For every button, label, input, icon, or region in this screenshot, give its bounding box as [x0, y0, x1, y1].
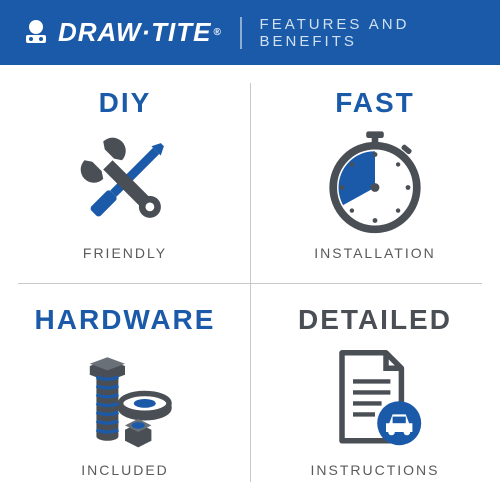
feature-cell-hardware: HARDWARE INCLUDED — [0, 283, 250, 500]
document-car-icon — [320, 344, 430, 454]
cell-subtitle: INCLUDED — [81, 462, 169, 478]
header: DRAW·TITE ® FEATURES AND BENEFITS — [0, 0, 500, 65]
cell-subtitle: FRIENDLY — [83, 245, 167, 261]
cell-title: DIY — [99, 87, 152, 119]
brand-logo: DRAW·TITE ® — [20, 17, 222, 49]
wrench-screwdriver-icon — [70, 127, 180, 237]
feature-grid: DIY FRIENDLY FAST — [0, 65, 500, 500]
hitch-ball-icon — [20, 17, 52, 49]
cell-title: HARDWARE — [35, 304, 216, 336]
header-divider — [240, 17, 242, 49]
brand-text: DRAW·TITE — [58, 17, 211, 48]
header-subtitle: FEATURES AND BENEFITS — [260, 16, 480, 50]
feature-cell-diy: DIY FRIENDLY — [0, 65, 250, 283]
bolt-nut-washer-icon — [70, 344, 180, 454]
cell-title: DETAILED — [298, 304, 452, 336]
cell-title: FAST — [335, 87, 415, 119]
feature-cell-fast: FAST INSTALLATION — [250, 65, 500, 283]
stopwatch-icon — [320, 127, 430, 237]
feature-cell-detailed: DETAILED INSTRUCTIONS — [250, 283, 500, 500]
cell-subtitle: INSTALLATION — [314, 245, 436, 261]
cell-subtitle: INSTRUCTIONS — [311, 462, 440, 478]
